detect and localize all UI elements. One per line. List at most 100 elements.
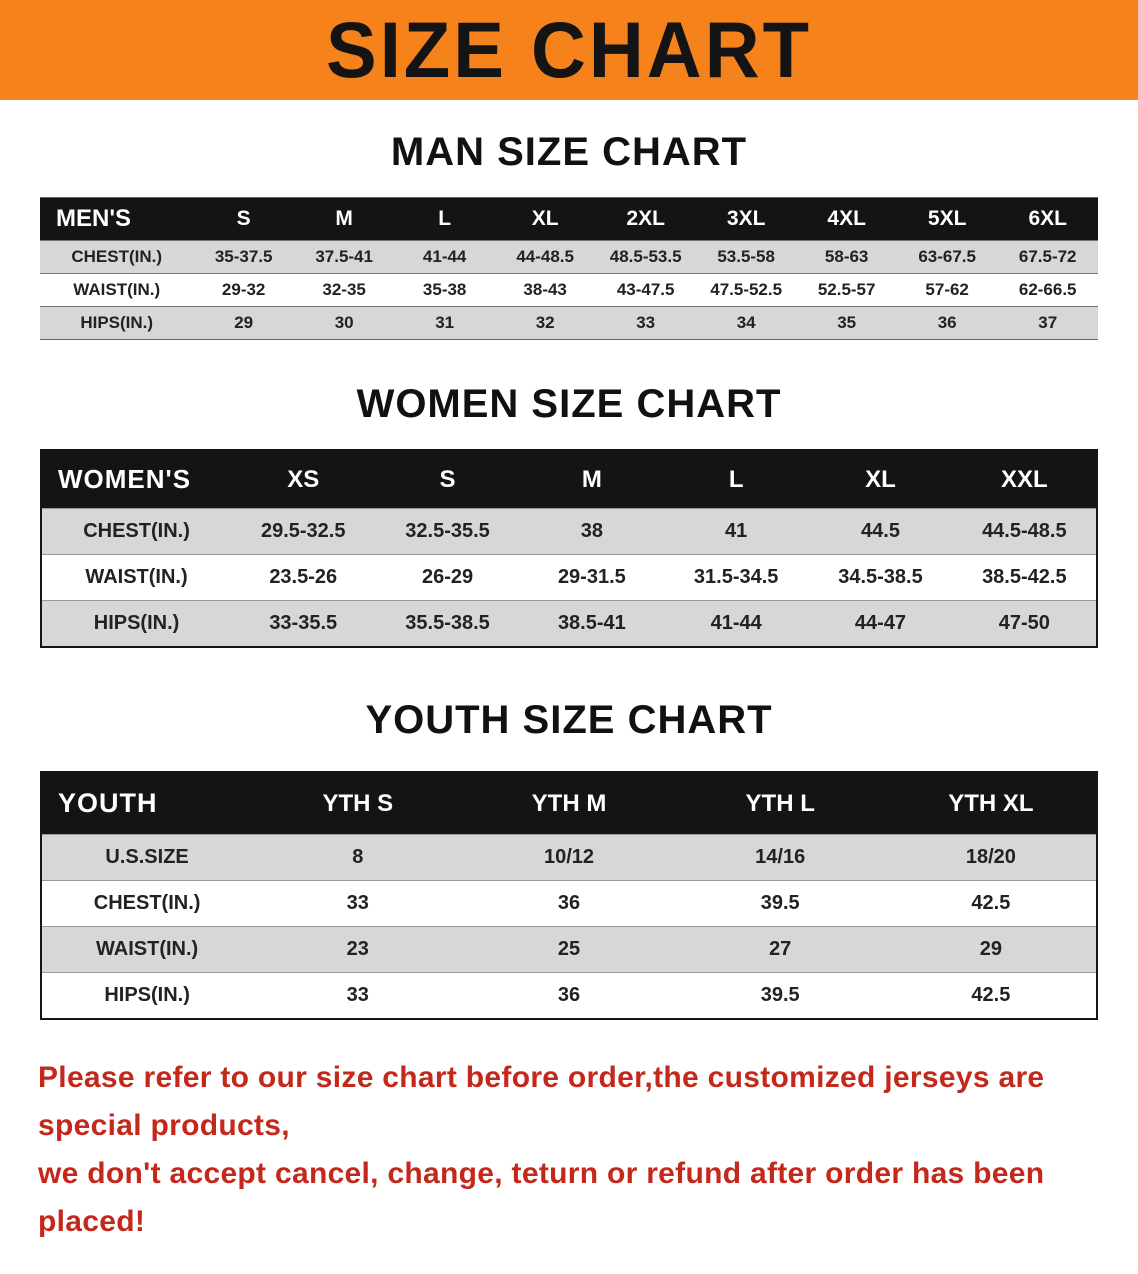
youth-size-chart-section: YOUTH SIZE CHART YOUTH YTH S YTH M YTH L YTH…: [0, 648, 1138, 1020]
measurement-value-cell: 34.5-38.5: [808, 554, 953, 601]
men-section-heading: MAN SIZE CHART: [390, 130, 748, 174]
table-header-row: YOUTH YTH S YTH M YTH L YTH XL: [41, 772, 1097, 835]
measurement-value-cell: 26-29: [375, 554, 520, 601]
measurement-value-cell: 38.5-41: [519, 600, 665, 647]
size-header-cell: 2XL: [595, 197, 696, 241]
measurement-value-cell: 38.5-42.5: [952, 554, 1097, 601]
women-size-table-container: WOMEN'S XS S M L XL XXL CHEST(IN.) 29.5-32.5 32.5…: [40, 449, 1098, 648]
youth-size-table-container: YOUTH YTH S YTH M YTH L YTH XL U.S.SIZE 8 10/12…: [40, 771, 1098, 1020]
table-header-row: WOMEN'S XS S M L XL XXL: [41, 450, 1097, 509]
women-section-heading: WOMEN SIZE CHART: [356, 382, 782, 426]
measurement-value-cell: 36: [896, 306, 998, 340]
measurement-value-cell: 41-44: [664, 600, 809, 647]
row-label-cell: U.S.SIZE: [41, 834, 253, 881]
measurement-value-cell: 25: [463, 926, 675, 973]
measurement-value-cell: 44-48.5: [494, 240, 596, 274]
measurement-value-cell: 14/16: [674, 834, 886, 881]
measurement-value-cell: 44.5-48.5: [952, 508, 1097, 555]
measurement-value-cell: 42.5: [885, 972, 1097, 1019]
measurement-value-cell: 42.5: [885, 880, 1097, 927]
table-title-cell: WOMEN'S: [41, 450, 232, 509]
measurement-value-cell: 31: [394, 306, 495, 340]
measurement-value-cell: 8: [252, 834, 464, 881]
measurement-value-cell: 62-66.5: [997, 273, 1098, 307]
measurement-value-cell: 44.5: [808, 508, 953, 555]
measurement-value-cell: 36: [463, 880, 675, 927]
size-header-cell: 5XL: [896, 197, 998, 241]
measurement-value-cell: 63-67.5: [896, 240, 998, 274]
measurement-value-cell: 29: [193, 306, 294, 340]
measurement-value-cell: 29-32: [193, 273, 294, 307]
table-row: HIPS(IN.) 33 36 39.5 42.5: [41, 972, 1097, 1019]
size-header-cell: 3XL: [695, 197, 797, 241]
measurement-value-cell: 34: [695, 306, 797, 340]
disclaimer-line-2: we don't accept cancel, change, teturn o…: [38, 1157, 1045, 1238]
size-header-cell: M: [519, 450, 665, 509]
measurement-value-cell: 38-43: [494, 273, 596, 307]
measurement-value-cell: 37.5-41: [293, 240, 395, 274]
measurement-value-cell: 32: [494, 306, 596, 340]
measurement-value-cell: 41-44: [394, 240, 495, 274]
table-row: CHEST(IN.) 29.5-32.5 32.5-35.5 38 41 44.5 44.5…: [41, 508, 1097, 555]
measurement-value-cell: 43-47.5: [595, 273, 696, 307]
measurement-value-cell: 18/20: [885, 834, 1097, 881]
measurement-value-cell: 67.5-72: [997, 240, 1098, 274]
disclaimer-line-1: Please refer to our size chart before or…: [38, 1061, 1045, 1142]
measurement-value-cell: 33: [595, 306, 696, 340]
women-size-chart-section: WOMEN SIZE CHART WOMEN'S XS S M L XL XXL CHEST(…: [0, 340, 1138, 648]
size-header-cell: 6XL: [997, 197, 1098, 241]
table-row: WAIST(IN.) 23 25 27 29: [41, 926, 1097, 973]
measurement-value-cell: 39.5: [674, 880, 886, 927]
men-size-table-container: MEN'S S M L XL 2XL 3XL 4XL 5XL 6XL CHEST(IN.) 35-37…: [40, 197, 1098, 340]
row-label-cell: HIPS(IN.): [40, 306, 194, 340]
measurement-value-cell: 36: [463, 972, 675, 1019]
table-title-cell: MEN'S: [40, 197, 194, 241]
table-row: HIPS(IN.) 29 30 31 32 33 34 35 36 37: [40, 306, 1098, 340]
measurement-value-cell: 48.5-53.5: [595, 240, 696, 274]
size-header-cell: XL: [494, 197, 596, 241]
size-header-cell: 4XL: [796, 197, 897, 241]
measurement-value-cell: 29-31.5: [519, 554, 665, 601]
measurement-value-cell: 29: [885, 926, 1097, 973]
size-header-cell: XL: [808, 450, 953, 509]
measurement-value-cell: 10/12: [463, 834, 675, 881]
size-table: WOMEN'S XS S M L XL XXL CHEST(IN.) 29.5-32.5 32.5…: [40, 449, 1098, 648]
size-header-cell: YTH M: [463, 772, 675, 835]
measurement-value-cell: 41: [664, 508, 809, 555]
measurement-value-cell: 57-62: [896, 273, 998, 307]
size-table: MEN'S S M L XL 2XL 3XL 4XL 5XL 6XL CHEST(IN.) 35-37…: [40, 197, 1098, 340]
measurement-value-cell: 39.5: [674, 972, 886, 1019]
measurement-value-cell: 31.5-34.5: [664, 554, 809, 601]
measurement-value-cell: 35-38: [394, 273, 495, 307]
banner-title: SIZE CHART: [326, 5, 812, 95]
measurement-value-cell: 58-63: [796, 240, 897, 274]
youth-section-heading: YOUTH SIZE CHART: [365, 698, 773, 742]
size-header-cell: S: [193, 197, 294, 241]
measurement-value-cell: 32-35: [293, 273, 395, 307]
measurement-value-cell: 47-50: [952, 600, 1097, 647]
measurement-value-cell: 33-35.5: [231, 600, 376, 647]
measurement-value-cell: 52.5-57: [796, 273, 897, 307]
size-header-cell: L: [664, 450, 809, 509]
measurement-value-cell: 32.5-35.5: [375, 508, 520, 555]
size-header-cell: S: [375, 450, 520, 509]
measurement-value-cell: 23.5-26: [231, 554, 376, 601]
table-title-cell: YOUTH: [41, 772, 253, 835]
measurement-value-cell: 38: [519, 508, 665, 555]
table-header-row: MEN'S S M L XL 2XL 3XL 4XL 5XL 6XL: [40, 197, 1098, 241]
table-row: HIPS(IN.) 33-35.5 35.5-38.5 38.5-41 41-44 44-…: [41, 600, 1097, 647]
measurement-value-cell: 44-47: [808, 600, 953, 647]
disclaimer-text: Please refer to our size chart before or…: [0, 1054, 1138, 1274]
row-label-cell: WAIST(IN.): [41, 554, 232, 601]
size-chart-banner: SIZE CHART: [0, 0, 1138, 100]
size-header-cell: XXL: [952, 450, 1097, 509]
row-label-cell: HIPS(IN.): [41, 600, 232, 647]
measurement-value-cell: 30: [293, 306, 395, 340]
size-header-cell: M: [293, 197, 395, 241]
measurement-value-cell: 35.5-38.5: [375, 600, 520, 647]
table-row: WAIST(IN.) 23.5-26 26-29 29-31.5 31.5-34.5 34…: [41, 554, 1097, 601]
size-header-cell: YTH XL: [885, 772, 1097, 835]
measurement-value-cell: 33: [252, 880, 464, 927]
measurement-value-cell: 35: [796, 306, 897, 340]
